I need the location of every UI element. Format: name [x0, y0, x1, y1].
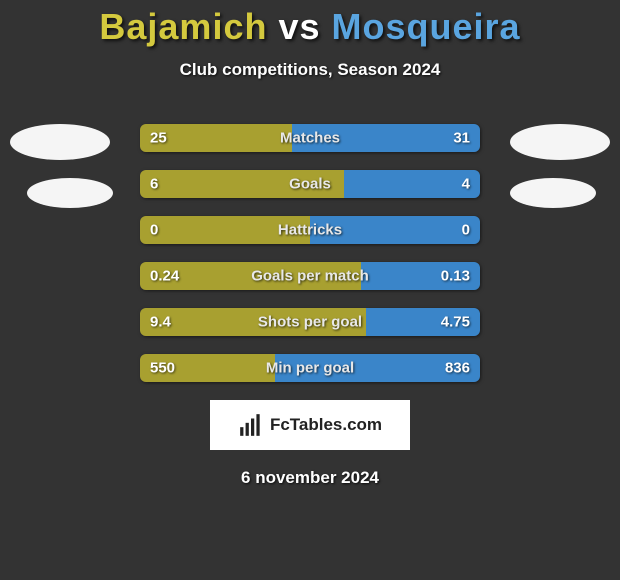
stat-value-right: 836 — [445, 360, 470, 377]
stat-label: Min per goal — [266, 360, 354, 377]
stat-label: Matches — [280, 130, 340, 147]
brand-text: FcTables.com — [270, 415, 382, 435]
title-player2: Mosqueira — [332, 6, 521, 47]
player1-team-icon — [27, 178, 113, 208]
title-vs: vs — [278, 6, 320, 47]
stat-value-right: 0.13 — [441, 268, 470, 285]
brand-badge: FcTables.com — [210, 400, 410, 450]
page-title: Bajamich vs Mosqueira — [0, 0, 620, 48]
date-text: 6 november 2024 — [0, 468, 620, 488]
stat-value-right: 4.75 — [441, 314, 470, 331]
bars-logo-icon — [238, 412, 264, 438]
stat-label: Shots per goal — [258, 314, 362, 331]
stat-label: Hattricks — [278, 222, 342, 239]
stat-value-left: 25 — [150, 130, 167, 147]
stat-row: 25 31 Matches — [140, 124, 480, 152]
player2-team-icon — [510, 178, 596, 208]
stat-row: 0.24 0.13 Goals per match — [140, 262, 480, 290]
stat-label: Goals — [289, 176, 331, 193]
stat-value-left: 9.4 — [150, 314, 171, 331]
player1-avatar-icon — [10, 124, 110, 160]
stat-row: 9.4 4.75 Shots per goal — [140, 308, 480, 336]
stat-value-right: 4 — [462, 176, 470, 193]
stat-value-left: 0.24 — [150, 268, 179, 285]
stat-value-left: 6 — [150, 176, 158, 193]
stat-row: 6 4 Goals — [140, 170, 480, 198]
stat-label: Goals per match — [251, 268, 369, 285]
stat-bars: 25 31 Matches 6 4 Goals 0 0 Hattricks 0.24 0.13 Goa… — [140, 124, 480, 382]
stat-row: 550 836 Min per goal — [140, 354, 480, 382]
title-player1: Bajamich — [99, 6, 267, 47]
subtitle: Club competitions, Season 2024 — [0, 60, 620, 80]
stat-fill-right — [344, 170, 480, 198]
stat-value-right: 0 — [462, 222, 470, 239]
comparison-content: 25 31 Matches 6 4 Goals 0 0 Hattricks 0.24 0.13 Goa… — [0, 124, 620, 488]
stat-value-left: 0 — [150, 222, 158, 239]
stat-value-right: 31 — [453, 130, 470, 147]
stat-value-left: 550 — [150, 360, 175, 377]
stat-row: 0 0 Hattricks — [140, 216, 480, 244]
player2-avatar-icon — [510, 124, 610, 160]
